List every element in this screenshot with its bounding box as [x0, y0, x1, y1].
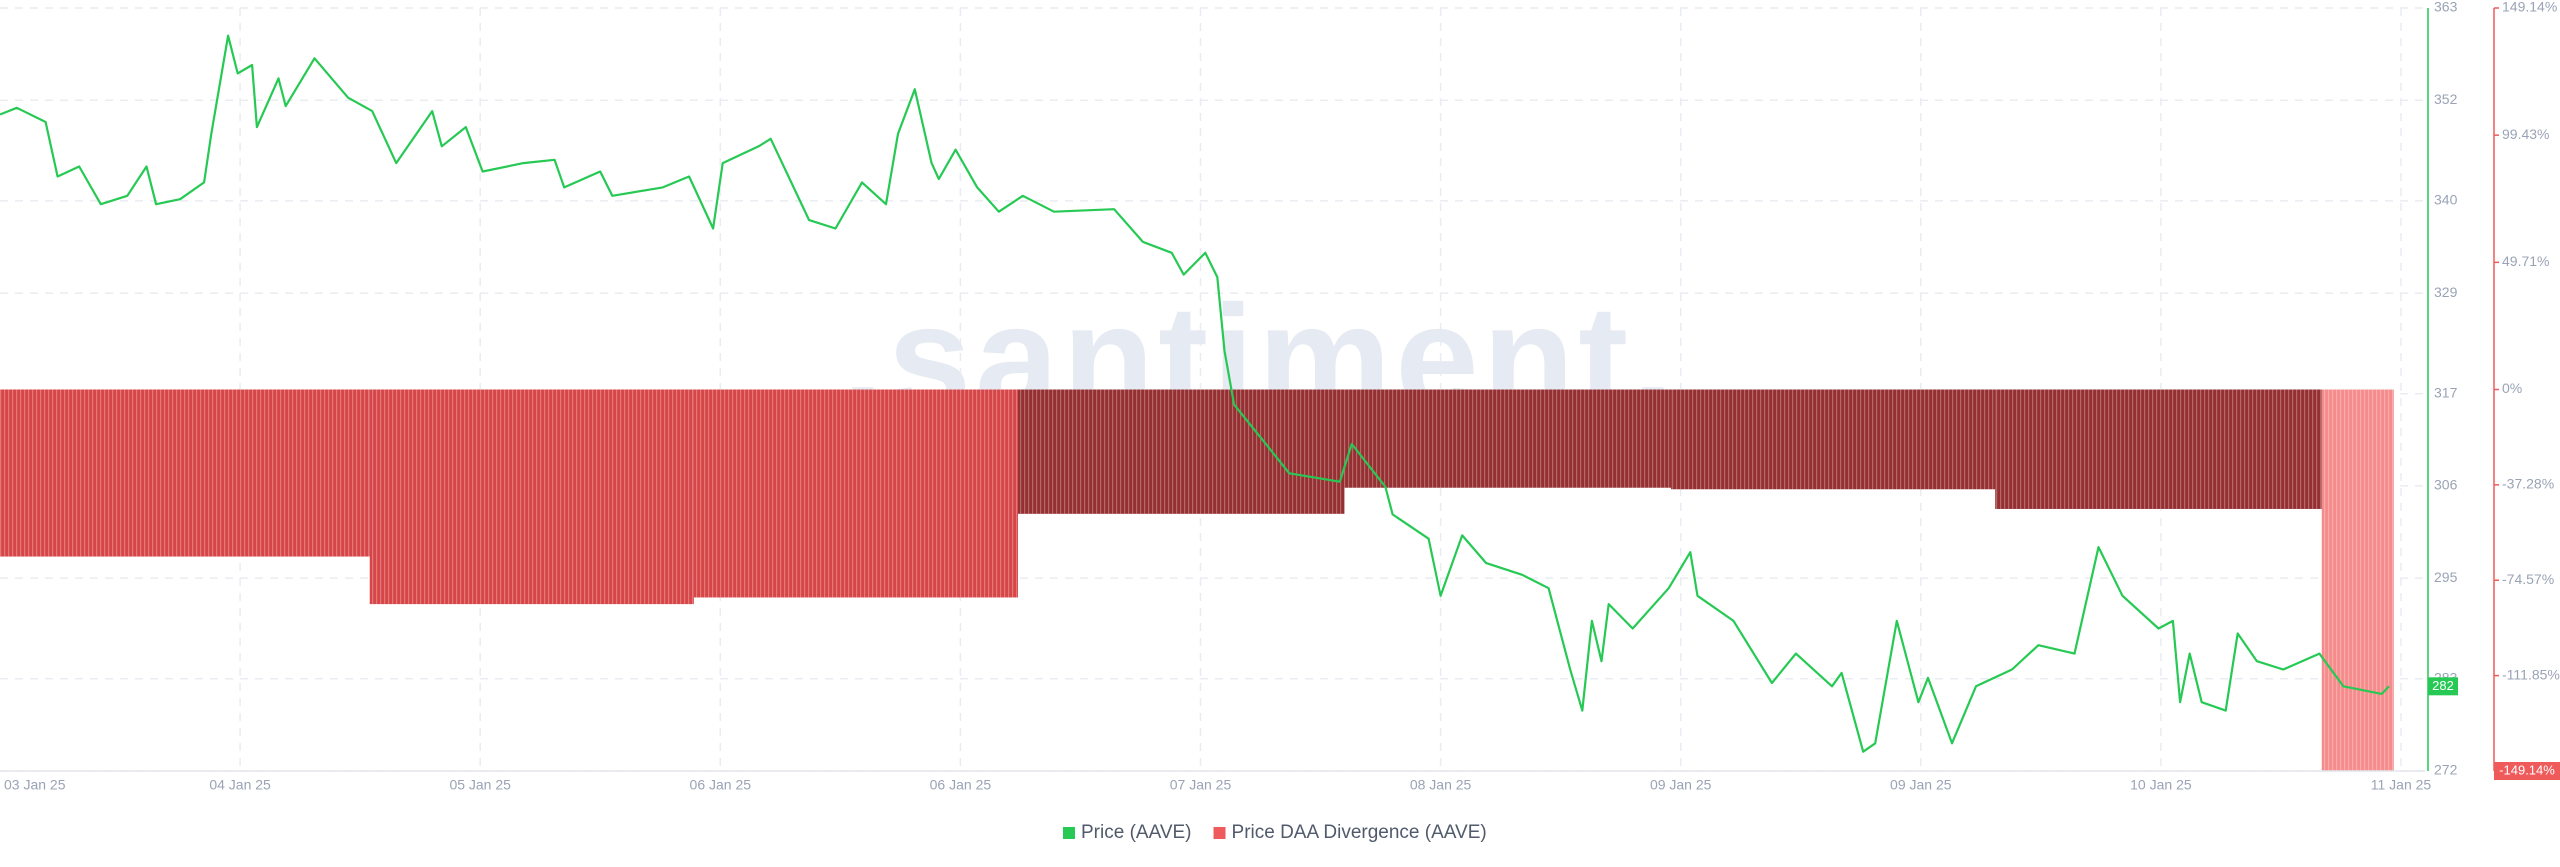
y2-tick-label: -74.57% [2502, 571, 2554, 587]
y2-tick-label: -111.85% [2502, 666, 2560, 682]
x-tick-label: 06 Jan 25 [930, 777, 992, 793]
x-tick-label: 03 Jan 25 [4, 777, 66, 793]
legend-swatch [1213, 827, 1226, 839]
legend-swatch [1063, 827, 1075, 839]
x-tick-label: 05 Jan 25 [449, 777, 511, 793]
bar-hatch [0, 389, 370, 557]
x-tick-label: 07 Jan 25 [1170, 777, 1232, 793]
price-line [0, 34, 2390, 753]
y-tick-label: 295 [2434, 569, 2458, 585]
y2-tick-label: 49.71% [2502, 253, 2549, 269]
last-value-box [2428, 677, 2458, 696]
bar-hatch [369, 389, 694, 605]
y-tick-label: 329 [2434, 284, 2458, 300]
bar-hatch [1344, 389, 1672, 488]
bar-hatch [693, 389, 1019, 598]
x-tick-label: 06 Jan 25 [690, 777, 752, 793]
x-tick-label: 04 Jan 25 [209, 777, 271, 793]
x-tick-label: 11 Jan 25 [2371, 777, 2432, 793]
y-tick-label: 272 [2434, 762, 2458, 778]
y-tick-label: 306 [2434, 477, 2458, 493]
bar-hatch [1671, 389, 1996, 490]
y-tick-label: 363 [2434, 0, 2458, 15]
bar-hatch [2321, 389, 2394, 771]
y2-tick-label: -37.28% [2502, 476, 2554, 492]
y2-tick-label: 149.14% [2502, 0, 2557, 15]
y2-tick-label: 99.43% [2502, 126, 2549, 142]
last-value-box [2494, 762, 2560, 780]
x-tick-label: 09 Jan 25 [1890, 777, 1952, 793]
y2-tick-label: 0% [2502, 380, 2522, 396]
last-value-label: 282 [2432, 678, 2454, 693]
y-tick-label: 352 [2434, 91, 2458, 107]
bar-hatch [1995, 389, 2322, 509]
y-tick-label: 317 [2434, 384, 2458, 400]
x-tick-label: 08 Jan 25 [1410, 777, 1472, 793]
legend-label: Price DAA Divergence (AAVE) [1232, 822, 1487, 843]
y-tick-label: 340 [2434, 192, 2458, 208]
x-tick-label: 09 Jan 25 [1650, 777, 1712, 793]
legend-label: Price (AAVE) [1081, 822, 1192, 843]
x-tick-label: 10 Jan 25 [2130, 777, 2192, 793]
last-value-label: -149.14% [2499, 762, 2555, 777]
bar-hatch [1018, 389, 1345, 514]
